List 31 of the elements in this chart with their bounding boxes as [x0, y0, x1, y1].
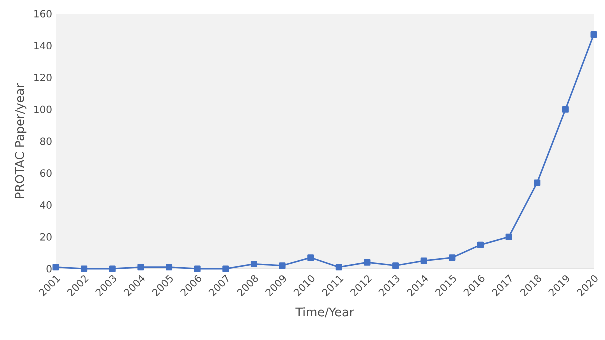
point	[534, 180, 541, 186]
point	[590, 31, 598, 38]
point	[279, 262, 286, 270]
point	[392, 262, 400, 270]
point	[138, 264, 144, 271]
point	[194, 266, 201, 272]
y-tick-label: 60	[40, 170, 52, 178]
y-tick-label: 20	[40, 233, 52, 241]
y-tick-label: 100	[34, 106, 52, 114]
point	[449, 254, 456, 262]
point	[562, 106, 569, 113]
x-axis-title: Time/Year	[296, 307, 354, 318]
point	[109, 266, 116, 272]
y-tick-label: 160	[34, 10, 52, 18]
point	[222, 266, 230, 272]
y-tick-label: 140	[34, 42, 52, 50]
point	[81, 266, 88, 272]
point	[477, 242, 484, 248]
point	[336, 264, 342, 271]
point	[420, 258, 428, 264]
y-tick-label: 120	[34, 74, 52, 82]
point	[250, 260, 258, 268]
y-tick-label: 40	[40, 201, 52, 210]
y-tick-label: 0	[46, 265, 52, 273]
point	[364, 259, 371, 266]
point	[506, 234, 512, 240]
point	[166, 264, 173, 271]
y-tick-label: 80	[40, 138, 52, 146]
point	[308, 254, 314, 262]
point	[52, 264, 60, 271]
y-axis-title: PROTAC Paper/year	[15, 84, 27, 198]
